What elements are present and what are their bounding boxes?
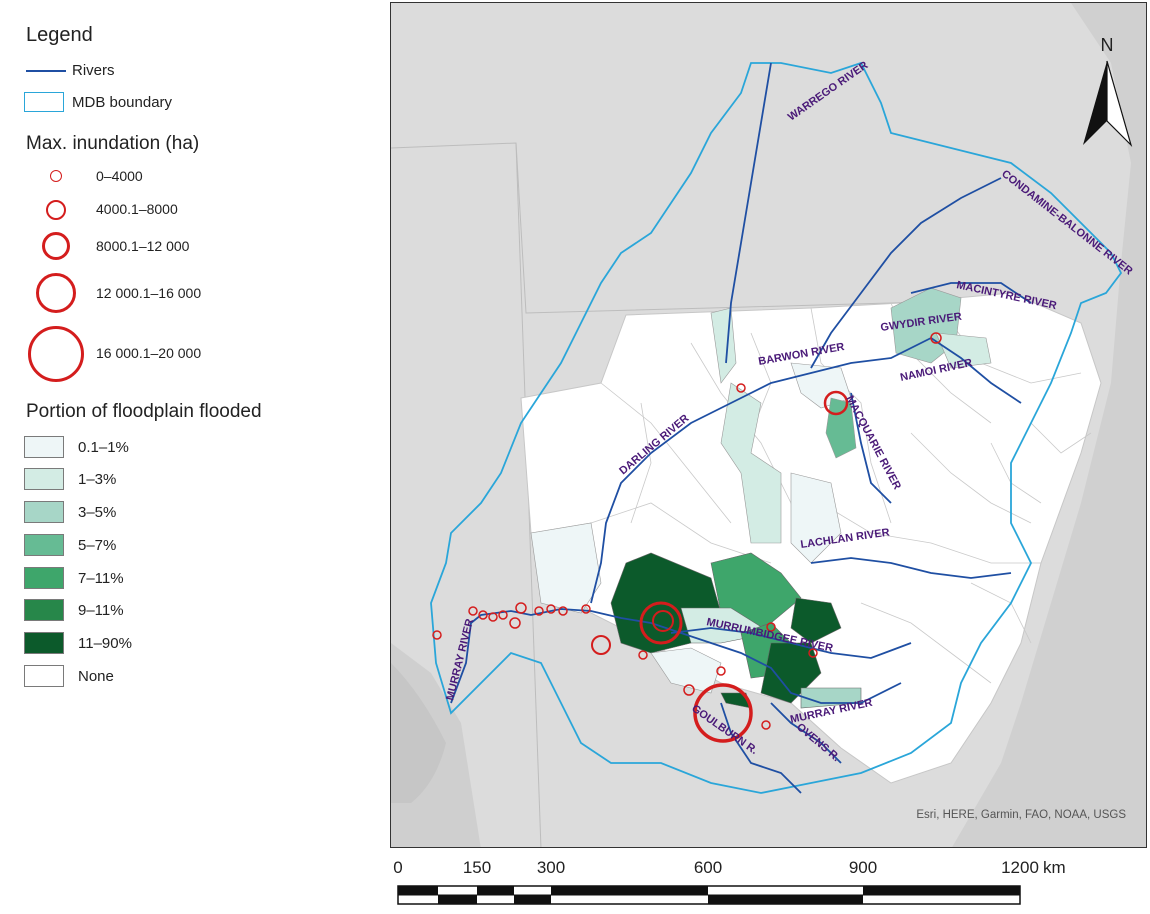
circle-symbol-0	[50, 170, 62, 182]
floodplain-label-5: 9–11%	[78, 601, 124, 619]
inundation-label-0: 0–4000	[96, 168, 143, 184]
scale-bar: 0 150 300 600 900 1200 km	[390, 852, 1150, 912]
floodplain-label-4: 7–11%	[78, 569, 124, 587]
inundation-title: Max. inundation (ha)	[26, 133, 200, 154]
floodplain-label-7: None	[78, 667, 114, 685]
scale-bar-graphic	[397, 885, 1021, 905]
scale-tick-300: 300	[536, 858, 566, 877]
inundation-label-1: 4000.1–8000	[96, 201, 178, 217]
swatch-2	[24, 501, 64, 523]
gulf	[391, 663, 446, 803]
floodplain-class-1: 1–3%	[24, 468, 116, 490]
legend-boundary-row: MDB boundary	[24, 92, 172, 112]
floodplain-class-3: 5–7%	[24, 534, 116, 556]
scale-tick-150: 150	[462, 858, 492, 877]
floodplain-title: Portion of floodplain flooded	[26, 401, 262, 422]
boundary-label: MDB boundary	[72, 93, 173, 111]
circle-symbol-2	[42, 232, 70, 260]
svg-text:N: N	[1101, 35, 1114, 55]
floodplain-class-4: 7–11%	[24, 567, 124, 589]
map-attribution: Esri, HERE, Garmin, FAO, NOAA, USGS	[916, 809, 1126, 821]
circle-symbol-4	[28, 326, 84, 382]
river-network	[450, 62, 1032, 794]
floodplain-class-7: None	[24, 665, 114, 687]
swatch-6	[24, 632, 64, 654]
inundation-circles	[432, 332, 942, 743]
inundation-label-4: 16 000.1–20 000	[96, 345, 202, 361]
floodplain-label-6: 11–90%	[78, 634, 132, 652]
inundation-label-3: 12 000.1–16 000	[96, 285, 202, 301]
floodplain-label-1: 1–3%	[78, 470, 117, 488]
floodplain-class-5: 9–11%	[24, 599, 124, 621]
scale-tick-1200: 1200	[1001, 858, 1039, 877]
floodplain-class-0: 0.1–1%	[24, 436, 129, 458]
inundation-label-2: 8000.1–12 000	[96, 238, 190, 254]
map-canvas[interactable]: WARREGO RIVER CONDAMINE-BALONNE RIVER MA…	[391, 3, 1147, 848]
ocean-area	[952, 3, 1146, 847]
circle-symbol-1	[46, 200, 66, 220]
boundary-symbol	[24, 92, 64, 112]
scale-tick-600: 600	[693, 858, 723, 877]
legend-title: Legend	[26, 24, 93, 46]
swatch-3	[24, 534, 64, 556]
scale-tick-0: 0	[393, 858, 403, 877]
swatch-0	[24, 436, 64, 458]
swatch-7	[24, 665, 64, 687]
legend-rivers-row: Rivers	[24, 62, 115, 79]
swatch-5	[24, 599, 64, 621]
mdb-boundary	[430, 61, 1123, 794]
swatch-4	[24, 567, 64, 589]
rivers-label: Rivers	[72, 62, 115, 79]
swatch-1	[24, 468, 64, 490]
circle-symbol-3	[36, 273, 76, 313]
river-line-symbol	[26, 69, 66, 72]
scale-unit: km	[1043, 858, 1066, 877]
north-arrow-icon: N	[1083, 35, 1133, 148]
legend-panel: Legend Rivers MDB boundary Max. inundati…	[0, 0, 380, 914]
floodplain-label-0: 0.1–1%	[78, 438, 129, 456]
floodplain-class-2: 3–5%	[24, 501, 116, 523]
floodplain-label-3: 5–7%	[78, 536, 117, 554]
floodplain-class-6: 11–90%	[24, 632, 132, 654]
floodplain-label-2: 3–5%	[78, 503, 117, 521]
map-frame[interactable]: WARREGO RIVER CONDAMINE-BALONNE RIVER MA…	[390, 2, 1147, 848]
scale-tick-900: 900	[848, 858, 878, 877]
